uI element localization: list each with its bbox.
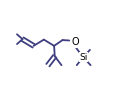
Text: O: O: [72, 37, 79, 47]
Text: Si: Si: [79, 53, 88, 62]
